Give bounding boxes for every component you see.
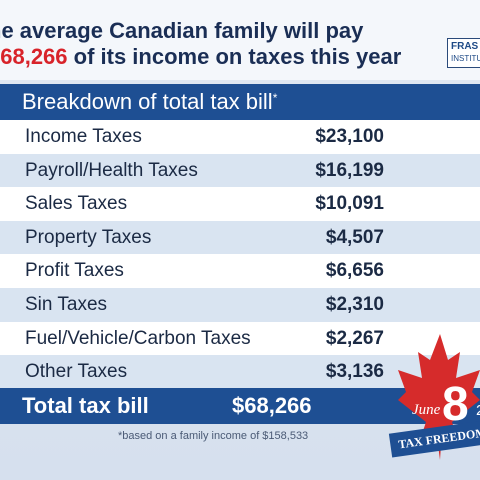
total-label: Total tax bill	[22, 393, 149, 418]
logo-line-1: FRAS	[451, 41, 479, 52]
row-label: Property Taxes	[25, 226, 152, 248]
row-value: $16,199	[315, 159, 384, 181]
tax-breakdown-table: Income Taxes $23,100 Payroll/Health Taxe…	[0, 120, 480, 389]
row-label: Sin Taxes	[25, 293, 108, 315]
badge-day-tail: 2	[476, 402, 480, 419]
row-label: Profit Taxes	[25, 260, 124, 282]
logo-line-2: INSTITU	[451, 54, 480, 63]
headline: he average Canadian family will pay $68,…	[0, 18, 440, 70]
badge-day: 8	[442, 378, 469, 431]
row-label: Other Taxes	[25, 361, 128, 383]
table-row: Sin Taxes $2,310	[0, 287, 480, 322]
headline-line-1: he average Canadian family will pay	[0, 18, 364, 43]
tax-freedom-day-badge: June 8 2 TAX FREEDOM	[380, 330, 480, 480]
row-label: Payroll/Health Taxes	[25, 159, 198, 181]
row-label: Income Taxes	[25, 126, 142, 147]
table-header: Breakdown of total tax bill*	[0, 84, 480, 120]
row-label: Fuel/Vehicle/Carbon Taxes	[25, 327, 251, 349]
row-label: Sales Taxes	[25, 193, 128, 215]
headline-line-2: $68,266 of its income on taxes this year	[0, 44, 440, 70]
table-row: Payroll/Health Taxes $16,199	[0, 153, 480, 188]
table-title-mark: *	[272, 91, 278, 105]
table-row: Income Taxes $23,100	[0, 120, 480, 154]
table-row: Profit Taxes $6,656	[0, 254, 480, 288]
badge-month: June	[412, 402, 441, 418]
row-value: $3,136	[325, 361, 384, 383]
headline-amount: $68,266	[0, 44, 68, 69]
row-value: $4,507	[325, 226, 384, 248]
headline-line-2-rest: of its income on taxes this year	[67, 44, 402, 69]
row-value: $2,310	[325, 293, 384, 315]
total-row: Total tax bill $68,266	[0, 388, 480, 424]
maple-leaf-icon	[398, 334, 480, 460]
table-row: Property Taxes $4,507	[0, 220, 480, 255]
total-value: $68,266	[232, 393, 312, 418]
table-row: Sales Taxes $10,091	[0, 187, 480, 221]
row-value: $6,656	[325, 260, 384, 282]
table-title: Breakdown of total tax bill	[22, 89, 273, 114]
table-row: Fuel/Vehicle/Carbon Taxes $2,267	[0, 321, 480, 356]
footnote: *based on a family income of $158,533	[118, 430, 309, 442]
fraser-institute-logo: FRAS INSTITU	[447, 38, 480, 68]
row-value: $2,267	[325, 327, 384, 349]
row-value: $23,100	[315, 126, 384, 147]
row-value: $10,091	[315, 193, 384, 215]
